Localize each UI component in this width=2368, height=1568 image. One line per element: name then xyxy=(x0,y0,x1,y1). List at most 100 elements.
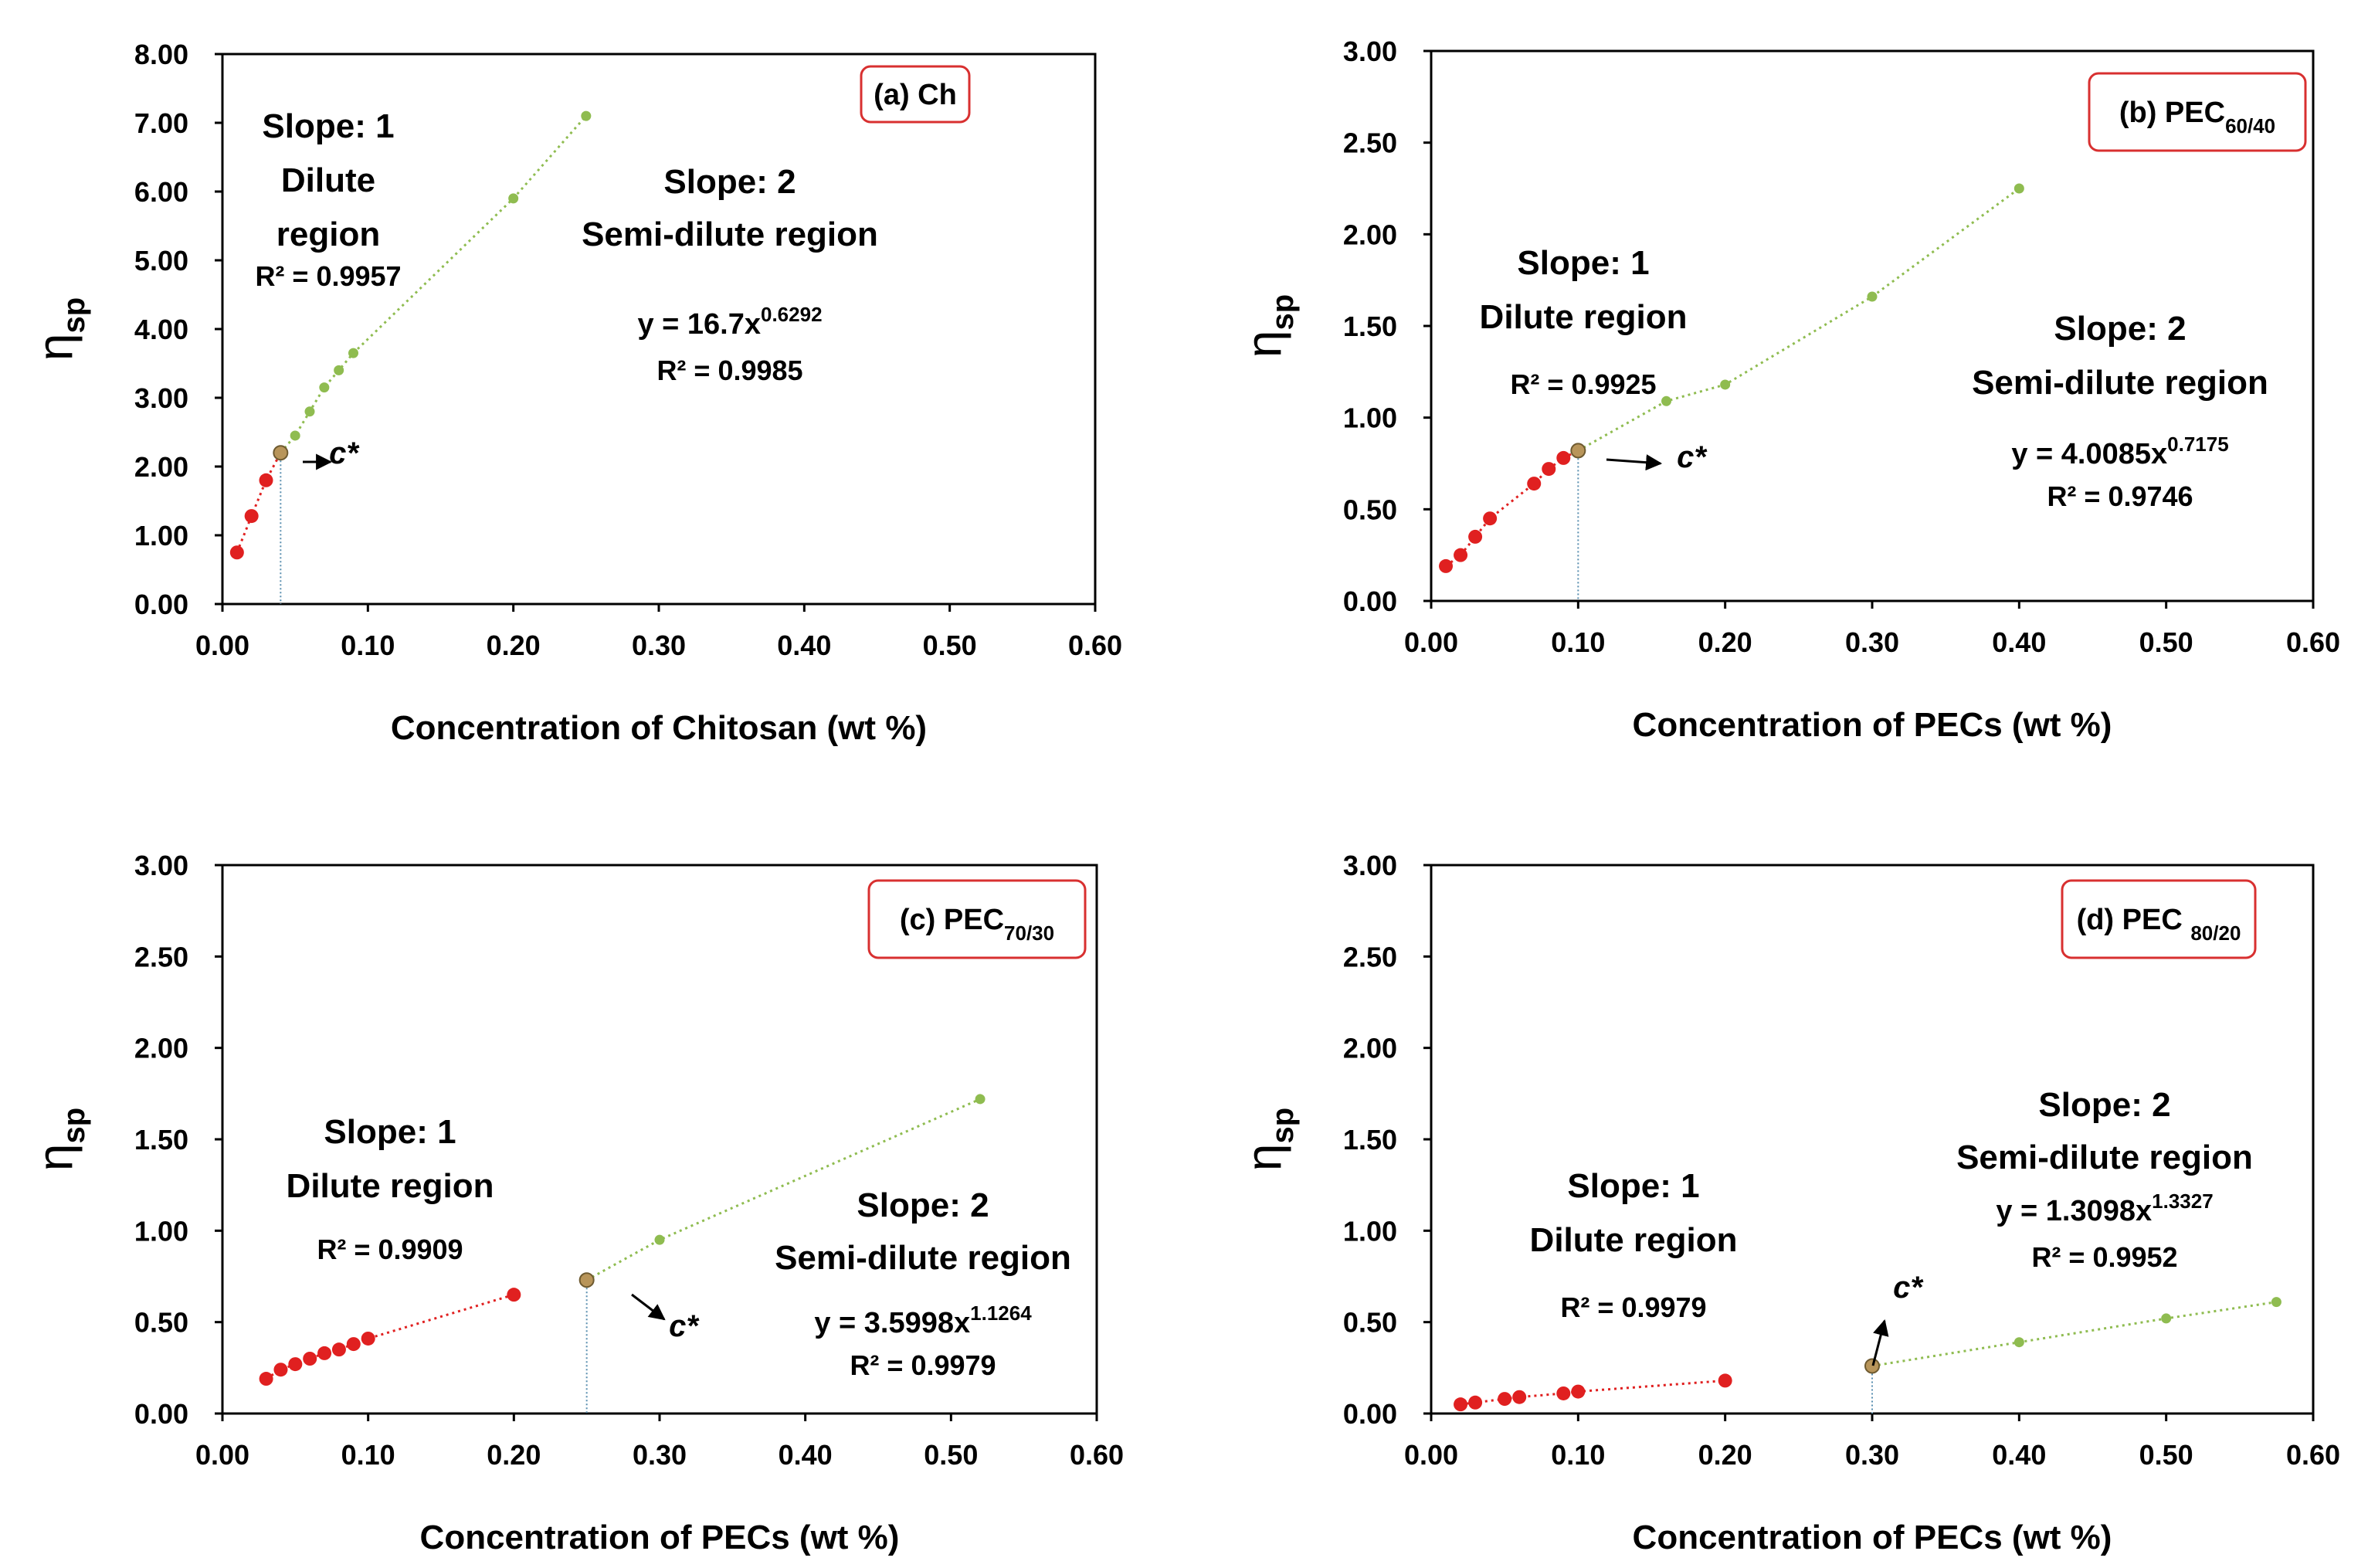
dilute-slope-label: Slope: 1 xyxy=(324,1113,456,1151)
semi-dilute-data-point xyxy=(2013,183,2024,194)
y-tick-label: 3.00 xyxy=(1343,850,1397,881)
panel-tag-label: (c) PEC70/30 xyxy=(900,904,1054,945)
y-tick-label: 3.00 xyxy=(134,850,188,881)
y-tick-label: 3.00 xyxy=(134,382,188,414)
cstar-label: c* xyxy=(1893,1271,1924,1305)
dilute-r2-label: R² = 0.9909 xyxy=(317,1234,463,1265)
semi-dilute-data-point xyxy=(348,348,358,358)
y-tick-label: 2.00 xyxy=(1343,1033,1397,1064)
dilute-r2-label: R² = 0.9925 xyxy=(1510,368,1656,400)
y-tick-label: 2.00 xyxy=(134,1033,188,1064)
y-tick-label: 6.00 xyxy=(134,176,188,208)
y-tick-label: 0.50 xyxy=(1343,1307,1397,1339)
panel-c: 0.00 0.10 0.20 0.30 0.40 0.50 0.60 0.00 0.50 1.00… xyxy=(27,850,1124,1556)
y-axis-label: ηsp xyxy=(1236,294,1300,358)
dilute-r2-label: R² = 0.9957 xyxy=(255,260,401,292)
panel-tag-box xyxy=(2061,879,2257,959)
dilute-data-point xyxy=(1512,1390,1527,1404)
dilute-data-point xyxy=(303,1352,317,1366)
y-tick-label: 0.00 xyxy=(1343,585,1397,617)
x-tick-label: 0.60 xyxy=(2286,1439,2340,1471)
x-tick-label: 0.20 xyxy=(487,1439,541,1471)
dilute-data-point xyxy=(361,1331,375,1346)
dilute-slope-label: Slope: 1 xyxy=(262,107,394,145)
x-tick-label: 0.40 xyxy=(1992,1439,2046,1471)
semi-dilute-data-point xyxy=(508,193,519,204)
semi-dilute-r2-label: R² = 0.9985 xyxy=(656,355,802,386)
dilute-data-point xyxy=(1542,462,1556,477)
power-law-equation: y = 3.5998x1.1264 xyxy=(814,1302,1032,1339)
x-axis-label: Concentration of PECs (wt %) xyxy=(1633,1519,2112,1556)
semi-dilute-data-point xyxy=(319,382,330,393)
dilute-region-label: Dilute region xyxy=(1530,1221,1738,1259)
dilute-data-point xyxy=(244,509,259,524)
y-tick-label: 0.50 xyxy=(1343,494,1397,525)
x-tick-label: 0.40 xyxy=(779,1439,833,1471)
cstar-label: c* xyxy=(329,436,360,470)
y-tick-label: 7.00 xyxy=(134,107,188,139)
power-law-equation: y = 4.0085x0.7175 xyxy=(2011,433,2228,470)
x-axis-label: Concentration of PECs (wt %) xyxy=(1633,706,2112,744)
x-tick-label: 0.30 xyxy=(1845,1439,1899,1471)
cstar-label: c* xyxy=(669,1309,700,1343)
x-tick-label: 0.00 xyxy=(1404,626,1458,658)
semi-dilute-data-point xyxy=(2161,1313,2172,1324)
semi-dilute-slope-label: Slope: 2 xyxy=(857,1186,989,1224)
y-tick-label: 1.50 xyxy=(134,1124,188,1156)
y-tick-label: 3.00 xyxy=(1343,36,1397,67)
panel-tag-box xyxy=(2088,72,2307,152)
panel-tag-label: (a) Ch xyxy=(874,79,957,111)
y-tick-label: 1.50 xyxy=(1343,1124,1397,1156)
x-tick-label: 0.40 xyxy=(777,630,831,661)
semi-dilute-data-point xyxy=(290,430,300,441)
dilute-data-point xyxy=(1556,450,1571,465)
dilute-data-point xyxy=(346,1337,361,1352)
dilute-data-point xyxy=(1439,558,1454,573)
cstar-label: c* xyxy=(1677,440,1708,474)
dilute-data-point xyxy=(1718,1373,1732,1388)
semi-dilute-data-point xyxy=(2271,1297,2281,1308)
dilute-region-label: region xyxy=(276,216,380,253)
dilute-region-label: Dilute region xyxy=(287,1167,494,1205)
y-tick-label: 8.00 xyxy=(134,39,188,70)
y-axis-label: ηsp xyxy=(27,297,91,361)
y-tick-label: 1.00 xyxy=(1343,402,1397,434)
semi-dilute-slope-label: Slope: 2 xyxy=(663,163,796,201)
panel-b: 0.00 0.10 0.20 0.30 0.40 0.50 0.60 0.00 0.50 1.00… xyxy=(1236,36,2340,744)
panel-tag-label: (b) PEC60/40 xyxy=(2119,97,2275,137)
x-tick-label: 0.20 xyxy=(1698,1439,1752,1471)
x-tick-label: 0.60 xyxy=(1070,1439,1124,1471)
x-tick-label: 0.50 xyxy=(2139,626,2193,658)
semi-dilute-region-label: Semi-dilute region xyxy=(582,216,878,253)
y-tick-label: 1.00 xyxy=(1343,1215,1397,1247)
y-tick-label: 2.50 xyxy=(134,941,188,972)
y-tick-label: 1.00 xyxy=(134,520,188,552)
x-tick-label: 0.50 xyxy=(924,1439,978,1471)
semi-dilute-data-point xyxy=(1867,291,1878,302)
panel-d: 0.00 0.10 0.20 0.30 0.40 0.50 0.60 0.00 0.50 1.00… xyxy=(1236,850,2340,1556)
dilute-data-point xyxy=(1483,511,1498,526)
cstar-arrow xyxy=(1606,454,1663,471)
dilute-slope-label: Slope: 1 xyxy=(1517,244,1649,282)
y-axis-label: ηsp xyxy=(1236,1108,1300,1171)
cstar-point xyxy=(578,1272,595,1288)
semi-dilute-region-label: Semi-dilute region xyxy=(775,1239,1071,1277)
x-tick-label: 0.50 xyxy=(2139,1439,2193,1471)
power-law-equation: y = 16.7x0.6292 xyxy=(637,303,822,341)
x-axis-label: Concentration of PECs (wt %) xyxy=(420,1519,900,1556)
x-tick-label: 0.10 xyxy=(1551,626,1605,658)
dilute-data-point xyxy=(1468,529,1483,544)
semi-dilute-data-point xyxy=(2013,1337,2024,1348)
semi-dilute-region-label: Semi-dilute region xyxy=(1972,364,2268,402)
semi-dilute-trendline xyxy=(1871,1301,2277,1367)
dilute-data-point xyxy=(331,1342,346,1357)
cstar-arrow xyxy=(631,1293,666,1321)
dilute-data-point xyxy=(1454,548,1468,562)
cstar-point xyxy=(1864,1358,1880,1374)
x-tick-label: 0.30 xyxy=(633,1439,687,1471)
y-tick-label: 2.00 xyxy=(134,451,188,483)
y-tick-label: 5.00 xyxy=(134,245,188,277)
y-tick-label: 0.00 xyxy=(134,1398,188,1430)
x-tick-label: 0.00 xyxy=(195,1439,249,1471)
y-tick-label: 2.50 xyxy=(1343,941,1397,972)
